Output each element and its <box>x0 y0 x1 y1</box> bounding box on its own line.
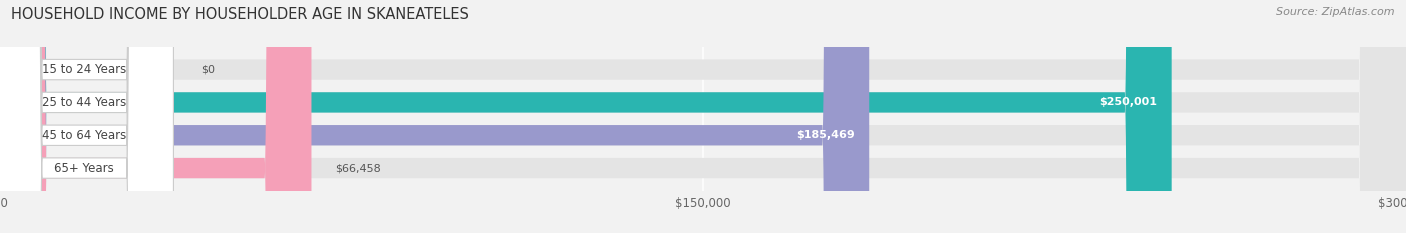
Text: 25 to 44 Years: 25 to 44 Years <box>42 96 127 109</box>
Text: $66,458: $66,458 <box>335 163 381 173</box>
FancyBboxPatch shape <box>0 0 173 233</box>
Text: 15 to 24 Years: 15 to 24 Years <box>42 63 127 76</box>
FancyBboxPatch shape <box>0 0 173 233</box>
Text: 65+ Years: 65+ Years <box>55 161 114 175</box>
FancyBboxPatch shape <box>0 0 1171 233</box>
Text: Source: ZipAtlas.com: Source: ZipAtlas.com <box>1277 7 1395 17</box>
Text: 45 to 64 Years: 45 to 64 Years <box>42 129 127 142</box>
Text: HOUSEHOLD INCOME BY HOUSEHOLDER AGE IN SKANEATELES: HOUSEHOLD INCOME BY HOUSEHOLDER AGE IN S… <box>11 7 470 22</box>
Text: $0: $0 <box>201 65 215 75</box>
FancyBboxPatch shape <box>0 0 173 233</box>
FancyBboxPatch shape <box>0 0 312 233</box>
Text: $185,469: $185,469 <box>796 130 855 140</box>
FancyBboxPatch shape <box>0 0 869 233</box>
Text: $250,001: $250,001 <box>1099 97 1157 107</box>
FancyBboxPatch shape <box>0 0 173 233</box>
